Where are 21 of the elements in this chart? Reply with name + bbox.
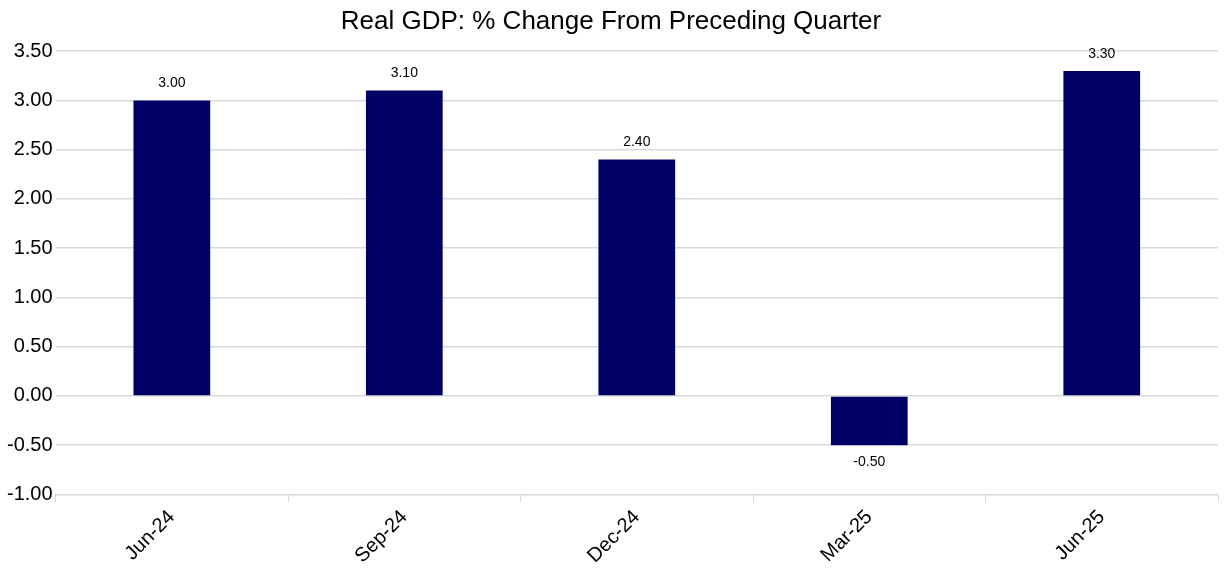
data-label: 3.30 [1088, 44, 1116, 61]
y-tick-label: -0.50 [6, 432, 53, 455]
y-tick-label: 2.50 [13, 137, 53, 160]
data-label: 3.00 [158, 74, 186, 91]
y-tick-label: 1.00 [13, 284, 53, 307]
bar [598, 159, 676, 396]
y-tick-label: 2.00 [13, 186, 53, 209]
y-tick-label: 3.50 [13, 38, 53, 61]
data-label: 2.40 [623, 133, 651, 150]
bar [133, 100, 211, 396]
y-tick-label: 3.00 [13, 87, 53, 110]
chart-title: Real GDP: % Change From Preceding Quarter [340, 4, 882, 35]
bar [365, 90, 443, 396]
y-tick-label: 1.50 [13, 235, 53, 258]
bar [830, 396, 908, 446]
y-tick-label: 0.00 [13, 383, 53, 406]
bar [1063, 70, 1141, 396]
data-label: 3.10 [390, 64, 419, 81]
data-label: -0.50 [853, 453, 886, 470]
y-tick-label: 0.50 [13, 334, 53, 357]
y-tick-label: -1.00 [6, 481, 53, 504]
